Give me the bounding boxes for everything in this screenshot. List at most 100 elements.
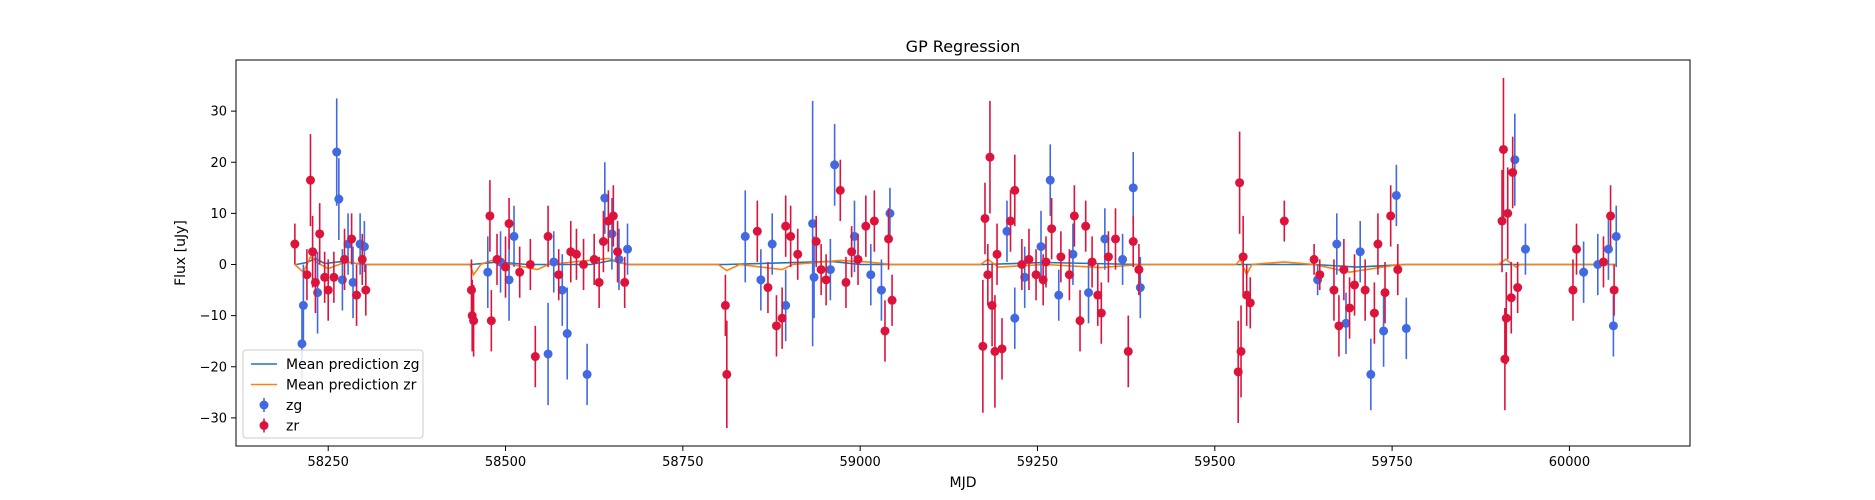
data-point: [1579, 267, 1589, 277]
data-point: [997, 344, 1007, 354]
data-point: [816, 265, 826, 275]
data-point: [1513, 283, 1523, 293]
data-point: [1401, 323, 1411, 333]
data-point: [1500, 354, 1510, 364]
axes: 58250 58500 58750 59000 59250 59500 59750 60000…: [200, 105, 1591, 470]
data-point: [1069, 211, 1079, 221]
data-point: [990, 346, 1000, 356]
legend-label: Mean prediction zg: [286, 357, 420, 373]
data-point: [1503, 208, 1513, 218]
data-point: [347, 234, 357, 244]
data-point: [1309, 254, 1319, 264]
data-point: [1345, 303, 1355, 313]
y-tick-label: 10: [210, 207, 227, 222]
data-point: [1334, 321, 1344, 331]
data-point: [486, 316, 496, 326]
data-point: [305, 175, 315, 185]
data-point: [485, 211, 495, 221]
data-point: [821, 275, 831, 285]
data-point: [830, 160, 840, 170]
data-point: [549, 257, 559, 267]
data-point: [808, 219, 818, 229]
data-point: [1002, 226, 1012, 236]
data-point: [876, 285, 886, 295]
data-point: [1332, 239, 1342, 249]
data-point: [1064, 270, 1074, 280]
data-point: [869, 216, 879, 226]
data-point: [1245, 298, 1255, 308]
data-point: [557, 285, 567, 295]
data-point: [620, 277, 630, 287]
data-point: [525, 260, 535, 270]
data-point: [1045, 175, 1055, 185]
data-point: [1608, 321, 1618, 331]
data-point: [315, 229, 325, 239]
data-point: [1075, 316, 1085, 326]
data-point: [357, 254, 367, 264]
data-point: [530, 352, 540, 362]
data-point: [740, 231, 750, 241]
data-point: [571, 249, 581, 259]
data-point: [1611, 231, 1621, 241]
data-point: [786, 231, 796, 241]
data-point: [598, 236, 608, 246]
data-point: [320, 272, 330, 282]
data-point: [1047, 224, 1057, 234]
data-point: [1110, 234, 1120, 244]
data-point: [1360, 285, 1370, 295]
y-tick-label: 0: [219, 258, 227, 273]
data-point: [978, 341, 988, 351]
data-point: [880, 326, 890, 336]
data-point: [811, 236, 821, 246]
data-point: [1010, 313, 1020, 323]
data-point: [582, 369, 592, 379]
data-point: [1242, 290, 1252, 300]
data-point: [1341, 318, 1351, 328]
data-point: [1609, 285, 1619, 295]
x-tick-label: 58500: [485, 455, 526, 470]
y-axis-label: Flux [uJy]: [173, 220, 189, 286]
legend: Mean prediction zg Mean prediction zr zg zr: [242, 349, 424, 439]
legend-label: Mean prediction zr: [286, 378, 417, 394]
x-tick-label: 59500: [1194, 455, 1235, 470]
data-point: [1056, 252, 1066, 262]
data-point: [329, 272, 339, 282]
plot-frame: [235, 59, 1691, 447]
data-point: [1100, 234, 1110, 244]
data-point: [332, 147, 342, 157]
data-point: [1087, 257, 1097, 267]
data-point: [793, 249, 803, 259]
data-point: [352, 290, 362, 300]
data-point: [1235, 178, 1245, 188]
data-point: [980, 213, 990, 223]
data-point: [504, 275, 514, 285]
data-point: [1103, 252, 1113, 262]
data-point: [1373, 239, 1383, 249]
data-point: [885, 208, 895, 218]
data-point: [469, 316, 479, 326]
data-point: [1393, 265, 1403, 275]
data-point: [771, 321, 781, 331]
data-point: [992, 249, 1002, 259]
data-point: [600, 193, 610, 203]
data-point: [1238, 252, 1248, 262]
data-point: [504, 219, 514, 229]
data-point: [543, 231, 553, 241]
data-point: [884, 234, 894, 244]
data-point: [985, 152, 995, 162]
data-point: [515, 267, 525, 277]
data-point: [302, 270, 312, 280]
data-point: [359, 242, 369, 252]
data-point: [1135, 283, 1145, 293]
data-point: [809, 272, 819, 282]
data-point: [722, 369, 732, 379]
data-point: [337, 275, 347, 285]
data-point: [323, 285, 333, 295]
legend-label: zg: [286, 398, 302, 414]
data-point: [1520, 244, 1530, 254]
chart-title: GP Regression: [906, 37, 1021, 56]
data-point: [297, 339, 307, 349]
data-point: [1568, 285, 1578, 295]
data-point: [866, 270, 876, 280]
